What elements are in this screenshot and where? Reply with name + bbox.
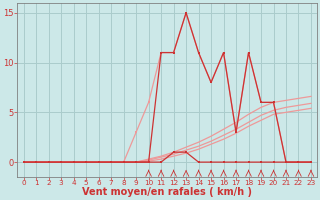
X-axis label: Vent moyen/en rafales ( km/h ): Vent moyen/en rafales ( km/h ) bbox=[82, 187, 252, 197]
